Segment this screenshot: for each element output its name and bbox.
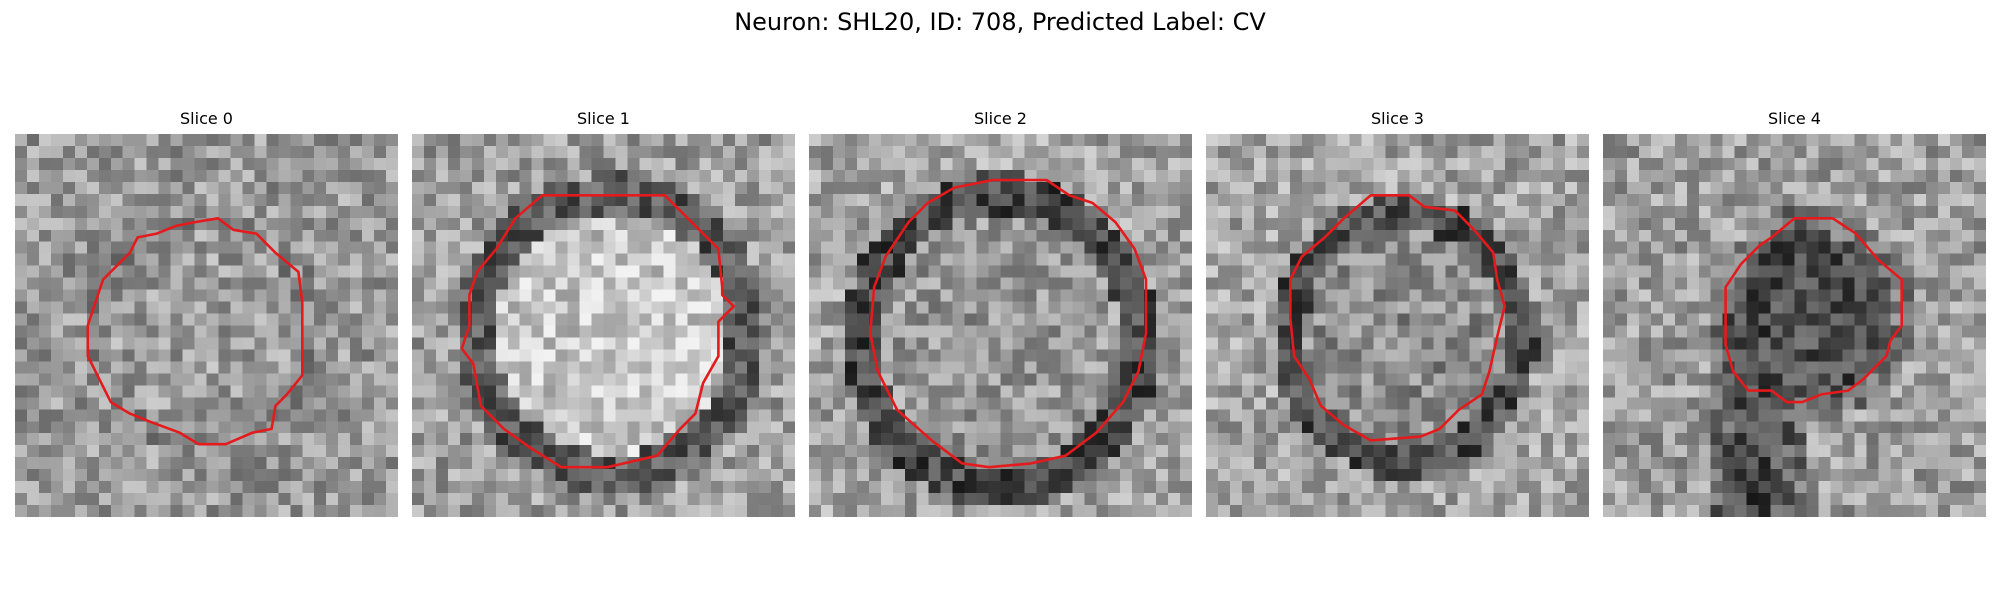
slice-image [1603,134,1986,517]
segmentation-contour [868,178,1148,469]
slice-image [15,134,398,517]
slice-title: Slice 1 [577,109,630,128]
slice-title: Slice 0 [180,109,233,128]
slice-title: Slice 3 [1371,109,1424,128]
slice-image [809,134,1192,517]
figure-title: Neuron: SHL20, ID: 708, Predicted Label:… [734,8,1266,36]
segmentation-contour [86,217,304,446]
slice-title: Slice 4 [1768,109,1821,128]
segmentation-contour [1289,193,1507,442]
slice-image [1206,134,1589,517]
slice-title: Slice 2 [974,109,1027,128]
segmentation-contour [460,193,736,469]
slice-image [412,134,795,517]
segmentation-contour [1724,217,1904,404]
